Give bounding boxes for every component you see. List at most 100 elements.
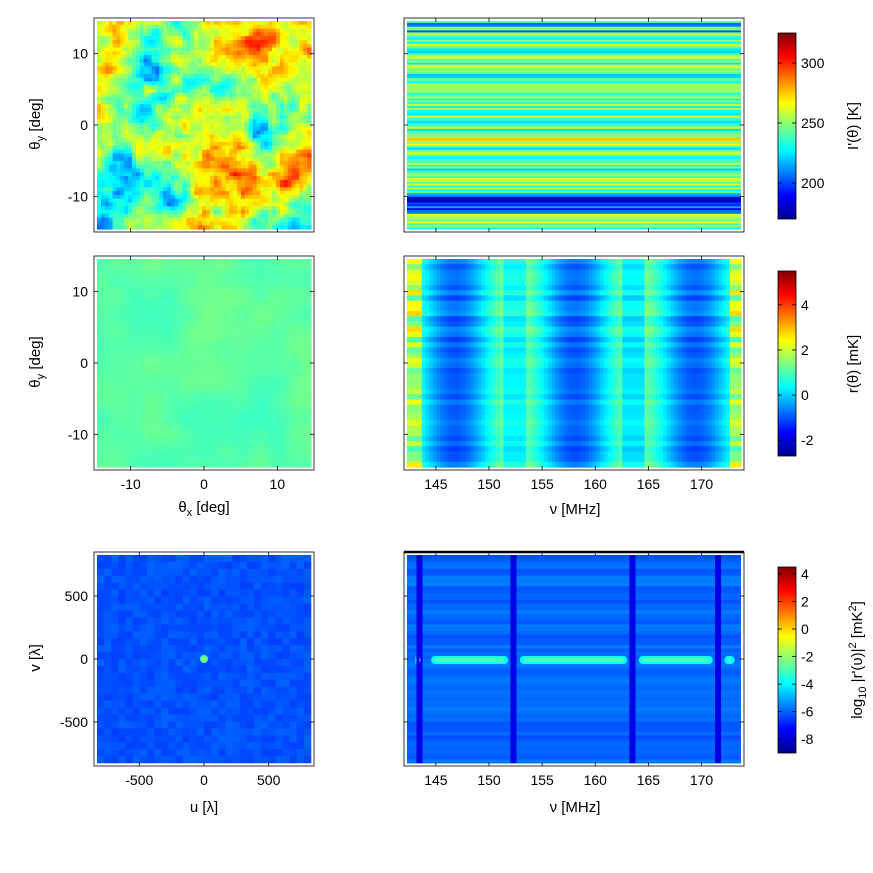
foreground-map-cell <box>252 183 258 188</box>
residual-map-cell <box>239 461 247 468</box>
residual-map-cell <box>126 415 134 422</box>
foreground-map-cell <box>217 73 223 79</box>
foreground-map-cell <box>178 149 184 154</box>
foreground-map-cell <box>240 89 246 94</box>
foreground-map-cell <box>213 179 219 185</box>
foreground-map-cell <box>233 160 238 166</box>
foreground-map-cell <box>272 85 277 90</box>
foreground-map-cell <box>112 153 118 158</box>
residual-spectrum-cell <box>407 269 412 276</box>
residual-spectrum-cell <box>436 420 441 426</box>
foreground-map-cell <box>155 96 160 102</box>
residual-map-cell <box>275 386 282 393</box>
foreground-map-cell <box>307 176 312 181</box>
foreground-map-cell <box>108 130 114 136</box>
foreground-map-cell <box>275 221 281 226</box>
foreground-map-cell <box>268 47 273 52</box>
foreground-map-cell <box>248 21 254 26</box>
foreground-map-cell <box>112 225 118 230</box>
foreground-map-cell <box>147 134 153 139</box>
foreground-map-cell <box>213 206 219 211</box>
residual-map-cell <box>168 449 175 457</box>
foreground-map-cell <box>252 130 258 136</box>
foreground-map-cell <box>264 115 269 120</box>
foreground-map-cell <box>275 225 281 230</box>
foreground-map-cell <box>97 24 102 30</box>
residual-spectrum-cell <box>429 352 434 359</box>
foreground-map-cell <box>225 85 230 90</box>
foreground-map-cell <box>307 43 312 49</box>
foreground-map-cell <box>209 126 215 132</box>
residual-map-cell <box>281 403 288 410</box>
foreground-map-cell <box>213 134 219 139</box>
foreground-map-cell <box>237 36 242 41</box>
residual-spectrum-cell <box>414 446 419 452</box>
residual-map-cell <box>215 455 223 462</box>
foreground-map-cell <box>307 194 312 200</box>
foreground-map-cell <box>217 104 223 109</box>
foreground-map-cell <box>303 179 308 185</box>
residual-map-cell <box>150 282 158 289</box>
foreground-map-cell <box>295 145 300 151</box>
foreground-map-cell <box>139 58 145 64</box>
foreground-map-cell <box>256 160 262 166</box>
foreground-map-cell <box>221 119 226 124</box>
residual-map-cell <box>108 397 116 405</box>
foreground-map-cell <box>167 164 172 170</box>
foreground-map-cell <box>186 164 191 170</box>
residual-map-cell <box>97 322 104 329</box>
foreground-map-cell <box>124 96 129 102</box>
foreground-map-cell <box>147 153 153 158</box>
residual-map-cell <box>150 316 158 324</box>
residual-map-cell <box>239 334 247 341</box>
foreground-map-cell <box>104 183 110 188</box>
foreground-map-cell <box>205 153 211 158</box>
residual-spectrum-cell <box>432 279 438 286</box>
foreground-map-cell <box>299 21 304 26</box>
foreground-map-cell <box>225 153 230 158</box>
foreground-map-cell <box>198 126 203 132</box>
foreground-map-cell <box>159 134 164 139</box>
residual-map-cell <box>132 351 140 358</box>
foreground-map-cell <box>139 157 145 162</box>
residual-map-cell <box>245 386 253 393</box>
foreground-map-cell <box>252 176 258 181</box>
foreground-map-cell <box>229 36 234 41</box>
foreground-map-cell <box>272 138 277 143</box>
foreground-map-cell <box>213 51 219 56</box>
foreground-spectrum-row <box>407 109 741 113</box>
foreground-map-cell <box>244 225 250 230</box>
foreground-map-cell <box>264 134 269 139</box>
foreground-map-cell <box>225 81 230 86</box>
foreground-map-cell <box>143 66 149 71</box>
residual-map-cell <box>150 409 158 416</box>
foreground-map-cell <box>307 217 312 223</box>
foreground-map-cell <box>237 187 242 192</box>
residual-map-cell <box>209 305 217 312</box>
foreground-map-cell <box>225 194 230 200</box>
residual-map-cell <box>97 259 104 266</box>
foreground-map-cell <box>147 187 153 192</box>
foreground-map-cell <box>159 213 164 219</box>
residual-map-cell <box>198 305 205 312</box>
foreground-map-cell <box>132 160 137 166</box>
foreground-map-cell <box>120 187 125 192</box>
foreground-spectrum-row <box>407 174 741 177</box>
foreground-map-cell <box>135 157 141 162</box>
foreground-map-cell <box>287 32 293 37</box>
foreground-map-cell <box>260 179 265 185</box>
residual-map-cell <box>192 443 199 451</box>
foreground-map-cell <box>240 183 246 188</box>
foreground-map-cell <box>248 24 254 30</box>
foreground-map-cell <box>268 62 273 67</box>
residual-spectrum-cell <box>436 373 441 380</box>
foreground-map-cell <box>147 145 153 151</box>
foreground-map-cell <box>264 92 269 98</box>
residual-map-cell <box>198 368 205 376</box>
residual-map-cell <box>108 264 116 272</box>
foreground-map-cell <box>194 115 199 120</box>
foreground-spectrum-row <box>407 225 741 228</box>
residual-spectrum-cell <box>421 342 427 348</box>
foreground-map-cell <box>217 24 223 30</box>
residual-spectrum-cell <box>455 373 460 380</box>
